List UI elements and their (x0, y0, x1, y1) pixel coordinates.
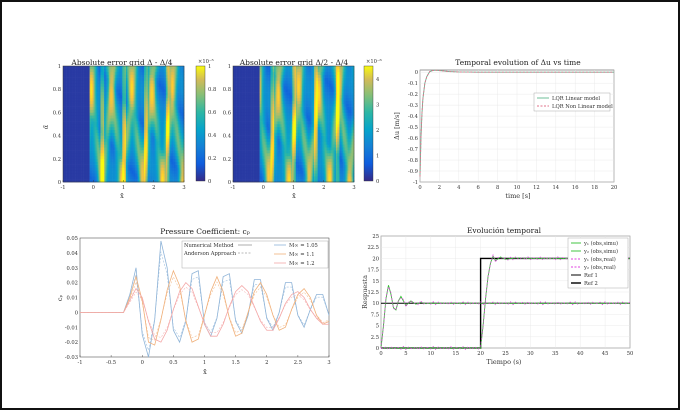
heatmap-left-colorbar (196, 66, 205, 181)
heatmap-y-tick-label: 0 (58, 180, 61, 186)
heatmap-y-tick-label: 0.2 (53, 157, 61, 163)
colorbar-tick-label: 0.2 (208, 156, 216, 162)
heatmap-left-title: Absolute error grid Δ - Δ/4 (70, 58, 172, 67)
heatmap-left-colorbar-ticks: 0 0.2 0.4 0.6 0.8 1 (208, 64, 217, 185)
colorbar-tick-label: 0.6 (208, 110, 216, 116)
heatmap-mid-panel: Absolute error grid Δ/2 - Δ/4 ×10⁻⁶ 0123… (223, 58, 382, 200)
heatmap-y-tick-label: 0.8 (53, 87, 61, 93)
heatmap-left-y-ticks: 0 0.2 0.4 0.6 0.8 1 (53, 64, 62, 186)
heatmap-x-tick-label: 0 (92, 185, 95, 191)
heatmap-left-colorbar-exponent: ×10⁻⁵ (198, 59, 214, 65)
heatmap-x-tick-label: -1 (60, 185, 65, 191)
heatmap-x-tick-label: 3 (182, 185, 185, 191)
heatmap-y-tick-label: 1 (58, 64, 61, 70)
heatmap-left-ylabel: α̃ (41, 124, 50, 129)
heatmap-left-panel: Absolute error grid Δ - Δ/4 ×10⁻⁵ 0 0.2 0.… (41, 58, 217, 200)
heatmap-y-tick-label: 0.6 (53, 110, 61, 116)
colorbar-tick-label: 0.4 (208, 133, 217, 139)
figure-canvas: Absolute error grid Δ - Δ/4 ×10⁻⁵ 0 0.2 0.… (2, 2, 678, 408)
heatmap-left-plot (63, 66, 184, 182)
colorbar-tick-label: 1 (208, 64, 211, 70)
colorbar-tick-label: 0 (208, 179, 211, 185)
colorbar-tick-label: 0.8 (208, 87, 216, 93)
heatmap-left-xlabel: x̃ (120, 191, 124, 200)
heatmap-mid-plot (233, 66, 354, 182)
heatmap-y-tick-label: 0.4 (53, 134, 62, 140)
heatmap-mid-title: Absolute error grid Δ/2 - Δ/4 (239, 58, 349, 67)
heatmap-x-tick-label: 1 (122, 185, 125, 191)
heatmap-x-tick-label: 2 (152, 185, 155, 191)
